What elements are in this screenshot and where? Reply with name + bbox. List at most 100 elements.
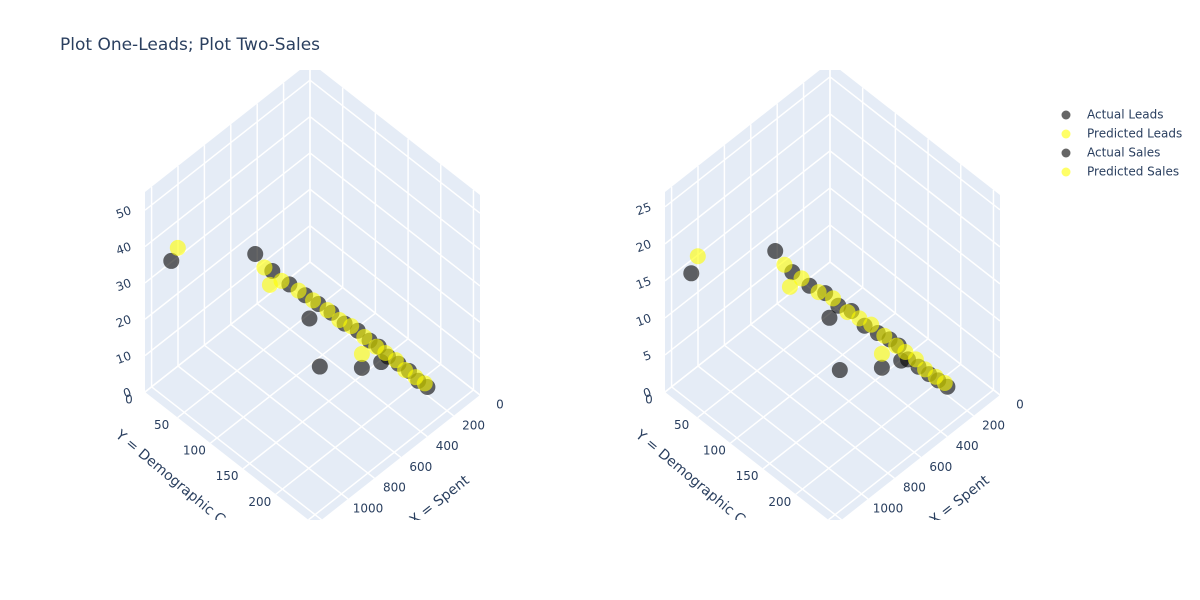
scene: 0200400600800100012000501001502002500510… [632,70,1024,536]
grid-line [144,79,311,211]
point [767,243,784,260]
grid-line [144,188,311,320]
grid-line [829,224,1001,359]
grid-line [829,76,1001,211]
y-tick-label: 0 [645,393,653,407]
grid-line [309,115,481,251]
point [810,284,827,301]
legend-label: Predicted Sales [1087,165,1179,179]
grid-line [829,261,1001,396]
x-tick-label: 600 [409,460,432,474]
point [776,256,793,273]
chart-title: Plot One-Leads; Plot Two-Sales [60,35,320,55]
grid-line [664,76,831,208]
y-tick-label: 50 [674,418,689,432]
legend-label: Actual Leads [1087,108,1164,122]
grid-line [256,303,428,438]
grid-line [729,312,896,444]
grid-line [144,225,311,357]
point [290,282,307,299]
point [831,362,848,379]
grid-line [309,79,481,214]
point [888,337,905,354]
grid-line [827,389,994,520]
point [781,278,798,295]
point [821,309,838,326]
x-tick-label: 400 [436,439,459,453]
z-tick-label: 30 [114,276,133,294]
grid-line [829,150,1001,285]
grid-line [671,386,843,520]
grid-line [829,187,1001,322]
z-tick-label: 0 [641,385,653,401]
point [311,358,328,375]
grid-line [664,224,831,356]
legend-marker [1061,148,1071,158]
point [839,304,856,321]
legend-marker [1061,167,1071,177]
point [873,359,890,376]
y-tick-label: 0 [125,393,133,407]
grid-line [209,312,376,444]
point [331,311,348,328]
y-tick-label: 150 [216,469,239,483]
y-tick-label: 200 [768,495,791,509]
z-tick-label: 25 [634,200,653,218]
x-tick-label: 0 [1016,398,1024,412]
grid-line [776,303,948,438]
point [305,292,322,309]
x-axis-title: X = Spent [927,472,993,529]
legend-marker [1061,129,1071,139]
point [825,290,842,307]
x-tick-label: 200 [462,418,485,432]
x-tick-label: 1200 [846,522,877,536]
point [261,276,278,293]
grid-line [829,113,1001,248]
grid-line [664,113,831,245]
grid-line [309,188,481,323]
point [793,270,810,287]
point [301,310,318,327]
point [343,318,360,335]
x-tick-label: 400 [956,439,979,453]
wall-pane [665,70,830,392]
z-tick-label: 5 [641,348,653,364]
y-tick-label: 200 [248,495,271,509]
point [683,265,700,282]
grid-line [309,152,481,287]
point [851,310,868,327]
x-tick-label: 200 [982,418,1005,432]
grid-line [309,225,481,360]
z-tick-label: 0 [121,385,133,401]
scene: 0200400600800100012000501001502002500102… [112,70,504,536]
grid-line [750,323,922,458]
x-tick-label: 1200 [326,522,357,536]
z-tick-label: 10 [634,311,653,329]
y-tick-label: 100 [703,444,726,458]
point [163,252,180,269]
point [256,259,273,276]
grid-line [309,261,481,396]
x-tick-label: 0 [496,398,504,412]
z-tick-label: 20 [114,312,133,330]
z-tick-label: 15 [634,274,653,292]
z-tick-label: 50 [114,203,133,221]
point [863,316,880,333]
legend-label: Actual Sales [1087,146,1160,160]
x-tick-label: 800 [383,481,406,495]
x-tick-label: 600 [929,460,952,474]
point [356,328,373,345]
grid-line [307,389,474,520]
grid-line [144,115,311,248]
z-tick-label: 20 [634,237,653,255]
y-tick-label: 50 [154,418,169,432]
point [873,345,890,362]
x-tick-label: 800 [903,481,926,495]
grid-line [697,365,869,500]
legend-marker [1061,110,1071,120]
point [689,248,706,265]
grid-line [177,365,349,500]
point [169,239,186,256]
grid-line [151,386,323,520]
